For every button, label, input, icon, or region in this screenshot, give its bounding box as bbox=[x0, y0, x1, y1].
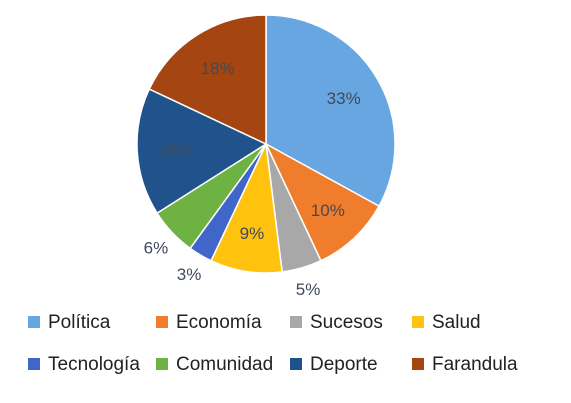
legend-swatch-icon bbox=[28, 358, 40, 370]
data-label-tecnologia: 3% bbox=[177, 265, 202, 284]
data-label-economia: 10% bbox=[311, 201, 345, 220]
legend-label: Salud bbox=[432, 311, 481, 333]
legend-label: Política bbox=[48, 311, 111, 333]
legend-swatch-icon bbox=[28, 316, 40, 328]
pie-slice-deporte bbox=[136, 88, 268, 215]
data-label-comunidad: 6% bbox=[144, 238, 169, 257]
data-label-salud: 9% bbox=[240, 224, 265, 243]
legend-label: Economía bbox=[176, 311, 262, 333]
legend-swatch-icon bbox=[412, 358, 424, 370]
legend-swatch-icon bbox=[156, 358, 168, 370]
legend-label: Deporte bbox=[310, 353, 378, 375]
pie-chart-svg: 33% 10% 5% 9% 3% 6% 16% 18% bbox=[136, 14, 396, 299]
data-label-sucesos: 5% bbox=[296, 280, 321, 299]
legend-item-sucesos: Sucesos bbox=[290, 310, 383, 334]
pie-slice-politica bbox=[265, 14, 396, 208]
legend-item-politica: Política bbox=[28, 310, 110, 334]
data-label-farandula: 18% bbox=[201, 59, 235, 78]
legend-label: Comunidad bbox=[176, 353, 274, 375]
pie-slice-farandula bbox=[148, 14, 267, 146]
data-label-politica: 33% bbox=[327, 89, 361, 108]
legend-item-economia: Economía bbox=[156, 310, 262, 334]
legend-item-tecnologia: Tecnología bbox=[28, 352, 140, 376]
chart-legend: Política Economía Sucesos Salud Tecnología Co… bbox=[0, 300, 571, 400]
legend-label: Sucesos bbox=[310, 311, 383, 333]
legend-label: Tecnología bbox=[48, 353, 140, 375]
data-label-deporte: 16% bbox=[159, 141, 193, 160]
legend-item-comunidad: Comunidad bbox=[156, 352, 273, 376]
legend-item-farandula: Farandula bbox=[412, 352, 518, 376]
legend-swatch-icon bbox=[412, 316, 424, 328]
legend-item-salud: Salud bbox=[412, 310, 481, 334]
legend-swatch-icon bbox=[156, 316, 168, 328]
pie-slice-economia bbox=[264, 142, 381, 262]
legend-swatch-icon bbox=[290, 358, 302, 370]
legend-swatch-icon bbox=[290, 316, 302, 328]
legend-label: Farandula bbox=[432, 353, 518, 375]
legend-item-deporte: Deporte bbox=[290, 352, 378, 376]
